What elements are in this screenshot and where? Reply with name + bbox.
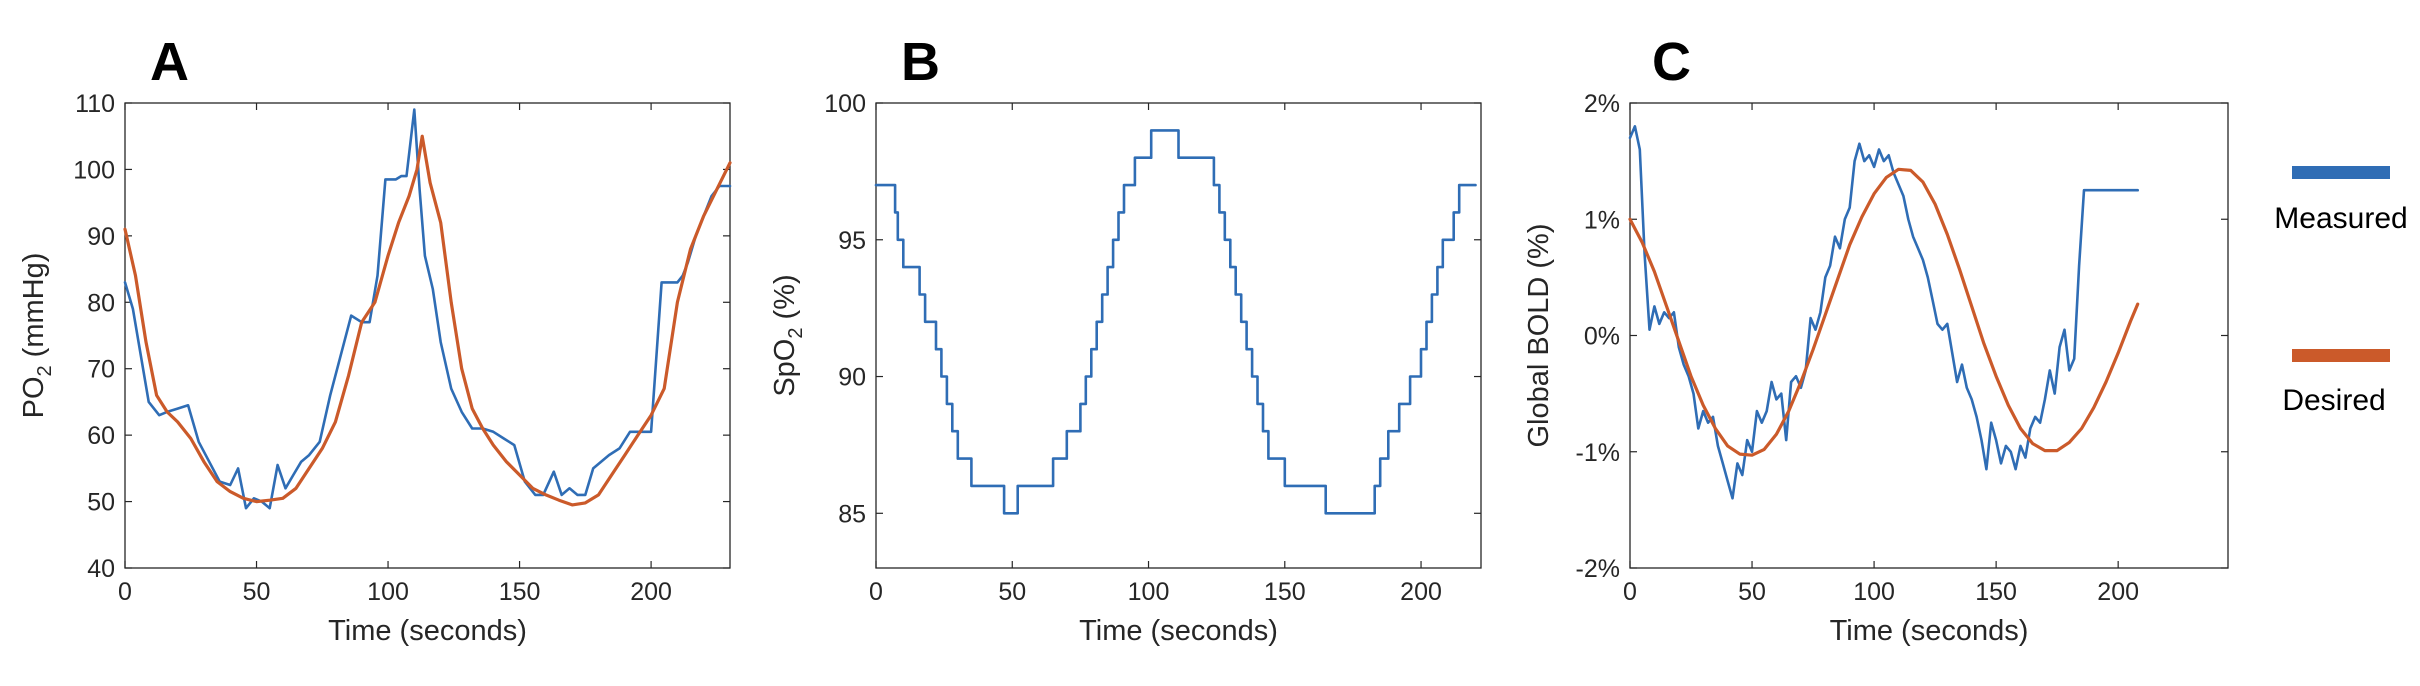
y-tick-label-b: 100 [824,90,866,118]
y-tick-label-b: 85 [838,500,866,528]
series-desired-c [1628,167,2140,457]
x-tick-label-b: 100 [1128,578,1170,606]
x-tick-label-b: 150 [1264,578,1306,606]
y-tick-label-c: -1% [1576,439,1620,467]
y-tick-label-a: 100 [73,156,115,184]
x-tick-label-a: 200 [630,578,672,606]
panel-letter-c: C [1652,32,1691,92]
series-desired-a [123,134,732,507]
y-tick-label-c: 2% [1584,90,1620,118]
y-tick-label-a: 70 [87,356,115,384]
y-tick-label-c: 1% [1584,206,1620,234]
y-tick-label-c: 0% [1584,323,1620,351]
y-tick-label-a: 60 [87,422,115,450]
panel-letter-b: B [901,32,940,92]
panel-a: A 0 50 100 150 200 40 50 60 70 80 90 100 110 Time (sec… [18,32,732,647]
x-tick-label-c: 50 [1738,578,1766,606]
y-tick-label-a: 40 [87,555,115,583]
y-tick-label-a: 80 [87,289,115,317]
plot-frame-b [875,102,1482,569]
x-tick-label-a: 150 [499,578,541,606]
x-tick-label-c: 100 [1853,578,1895,606]
legend-swatch-measured [2292,166,2390,179]
x-tick-label-c: 200 [2097,578,2139,606]
plot-frame-c [1629,102,2229,569]
legend-label-desired: Desired [2282,384,2385,417]
x-tick-label-a: 100 [367,578,409,606]
x-tick-label-b: 50 [998,578,1026,606]
series-measured-b [874,129,1477,515]
x-tick-label-a: 50 [243,578,271,606]
panel-letter-a: A [150,32,189,92]
y-axis-label-c: Global BOLD (%) [1523,223,1555,447]
x-axis-label-b: Time (seconds) [1079,615,1278,647]
panel-b: B 0 50 100 150 200 85 90 95 100 Time (seconds) SpO2… [769,32,1482,647]
y-tick-label-a: 50 [87,489,115,517]
y-tick-label-b: 90 [838,364,866,392]
y-tick-label-b: 95 [838,227,866,255]
legend-swatch-desired [2292,349,2390,362]
y-axis-label-b: SpO2 (%) [769,274,807,396]
y-tick-label-a: 110 [75,90,115,118]
x-tick-label-c: 150 [1975,578,2017,606]
x-axis-label-c: Time (seconds) [1830,615,2029,647]
legend-label-measured: Measured [2274,202,2407,235]
x-tick-label-a: 0 [118,578,132,606]
x-tick-label-b: 200 [1400,578,1442,606]
x-axis-label-a: Time (seconds) [328,615,527,647]
x-tick-label-c: 0 [1623,578,1637,606]
panel-c: C 0 50 100 150 200 -2% -1% 0% 1% 2% Time (seconds) G… [1523,32,2229,647]
legend: Measured Desired [2274,166,2408,417]
series-measured-a [123,108,732,510]
x-tick-label-b: 0 [869,578,883,606]
y-axis-label-a: PO2 (mmHg) [18,253,56,419]
y-tick-label-c: -2% [1576,555,1620,583]
plot-frame-a [124,102,731,569]
y-tick-label-a: 90 [87,223,115,251]
